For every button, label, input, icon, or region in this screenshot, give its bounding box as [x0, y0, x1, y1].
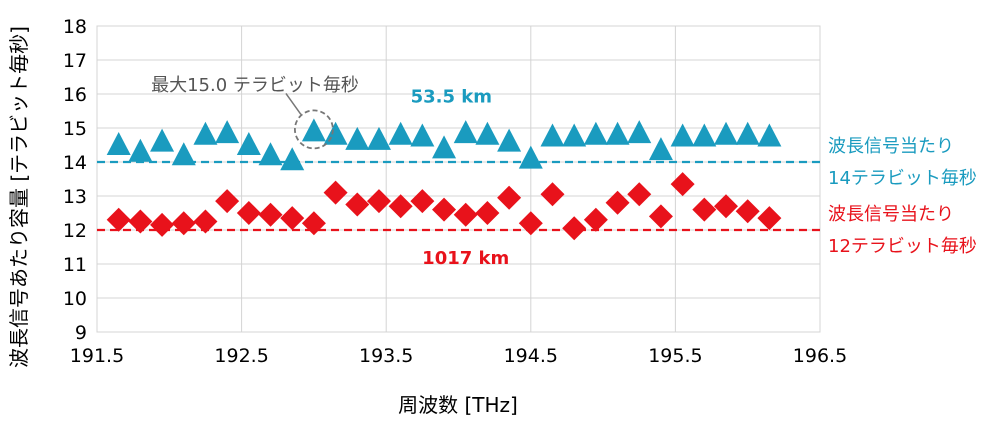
triangle-marker [388, 121, 413, 145]
diamond-marker [540, 182, 565, 207]
reference-label-line1: 波長信号当たり [828, 204, 954, 225]
y-tick-label: 10 [63, 288, 87, 310]
triangle-marker [171, 142, 196, 166]
triangle-marker [453, 120, 478, 144]
reference-label-line2: 12テラビット毎秒 [828, 236, 977, 257]
triangle-marker [757, 123, 782, 147]
diamond-marker [562, 216, 587, 241]
diamond-marker [518, 211, 543, 236]
diamond-marker [692, 197, 717, 222]
triangle-marker [150, 128, 175, 152]
y-tick-label: 14 [63, 152, 87, 174]
diamond-marker [735, 199, 760, 224]
y-axis-label: 波長信号あたり容量 [テラビット毎秒] [7, 26, 31, 368]
tick-labels: 9 10 11 12 13 14 15 16 17 18 191.5 192.5 193.5 194.5 1… [63, 16, 847, 367]
reference-label-line1: 波長信号当たり [828, 136, 954, 157]
triangle-marker [432, 135, 457, 159]
diamond-marker [301, 211, 326, 236]
x-tick-label: 194.5 [504, 345, 558, 367]
triangle-marker [366, 126, 391, 150]
diamond-marker [215, 189, 240, 214]
x-tick-label: 196.5 [793, 345, 847, 367]
diamond-marker [171, 211, 196, 236]
max-annotation: 最大15.0 テラビット毎秒 [151, 75, 359, 96]
diamond-marker [150, 212, 175, 237]
x-axis-label: 周波数 [THz] [398, 393, 518, 417]
triangle-marker [692, 123, 717, 147]
series-label: 1017 km [422, 248, 509, 269]
diamond-marker [410, 189, 435, 214]
diamond-marker [605, 190, 630, 215]
max-point-circle [293, 109, 334, 150]
triangle-marker [410, 123, 435, 147]
diamond-marker [627, 182, 652, 207]
x-tick-label: 193.5 [359, 345, 413, 367]
diamond-marker [128, 209, 153, 234]
diamond-marker [236, 201, 261, 225]
x-tick-label: 195.5 [648, 345, 702, 367]
triangle-marker [215, 120, 240, 144]
triangle-marker [518, 145, 543, 169]
y-tick-label: 17 [63, 50, 87, 72]
diamond-marker [648, 204, 673, 229]
plot-area [97, 26, 820, 332]
diamond-marker [757, 206, 782, 231]
triangle-marker [540, 123, 565, 147]
triangle-marker [497, 128, 522, 152]
triangle-marker [562, 123, 587, 147]
triangle-marker [258, 142, 283, 166]
y-tick-label: 18 [63, 16, 87, 38]
diamond-marker [345, 192, 370, 217]
reference-lines [97, 160, 820, 232]
triangle-marker [583, 121, 608, 145]
triangle-marker [670, 123, 695, 147]
x-tick-label: 192.5 [214, 345, 268, 367]
y-tick-label: 13 [63, 186, 87, 208]
diamond-marker [366, 189, 391, 214]
diamond-marker [432, 197, 457, 222]
triangle-marker [735, 121, 760, 145]
triangle-marker [193, 121, 218, 145]
y-tick-label: 15 [63, 118, 87, 140]
y-tick-label: 12 [63, 220, 87, 242]
triangle-marker [128, 138, 153, 162]
annotation-leader [285, 92, 302, 115]
triangle-marker [345, 126, 370, 150]
reference-label-line2: 14テラビット毎秒 [828, 168, 977, 189]
triangle-marker [648, 137, 673, 161]
diamond-marker [280, 206, 305, 231]
x-tick-label: 191.5 [70, 345, 124, 367]
triangle-marker [301, 118, 326, 142]
diamond-marker [670, 172, 695, 197]
triangle-marker [605, 121, 630, 145]
diamond-marker [453, 202, 478, 227]
diamond-marker [106, 207, 131, 232]
diamond-marker [258, 202, 283, 227]
triangle-marker [714, 121, 739, 145]
y-tick-label: 9 [75, 322, 87, 344]
diamond-marker [583, 207, 608, 232]
data-markers [106, 118, 782, 241]
triangle-marker [280, 147, 305, 171]
diamond-marker [497, 185, 522, 210]
plot-border [96, 25, 821, 333]
y-tick-label: 11 [63, 254, 87, 276]
diamond-marker [475, 201, 500, 225]
triangle-marker [106, 132, 131, 155]
series-label: 53.5 km [411, 87, 492, 108]
triangle-marker [627, 120, 652, 144]
diamond-marker [388, 194, 413, 219]
y-tick-label: 16 [63, 84, 87, 106]
triangle-marker [236, 132, 261, 155]
diamond-marker [323, 180, 348, 205]
diamond-marker [714, 194, 739, 219]
triangle-marker [475, 121, 500, 145]
diamond-marker [193, 209, 218, 234]
